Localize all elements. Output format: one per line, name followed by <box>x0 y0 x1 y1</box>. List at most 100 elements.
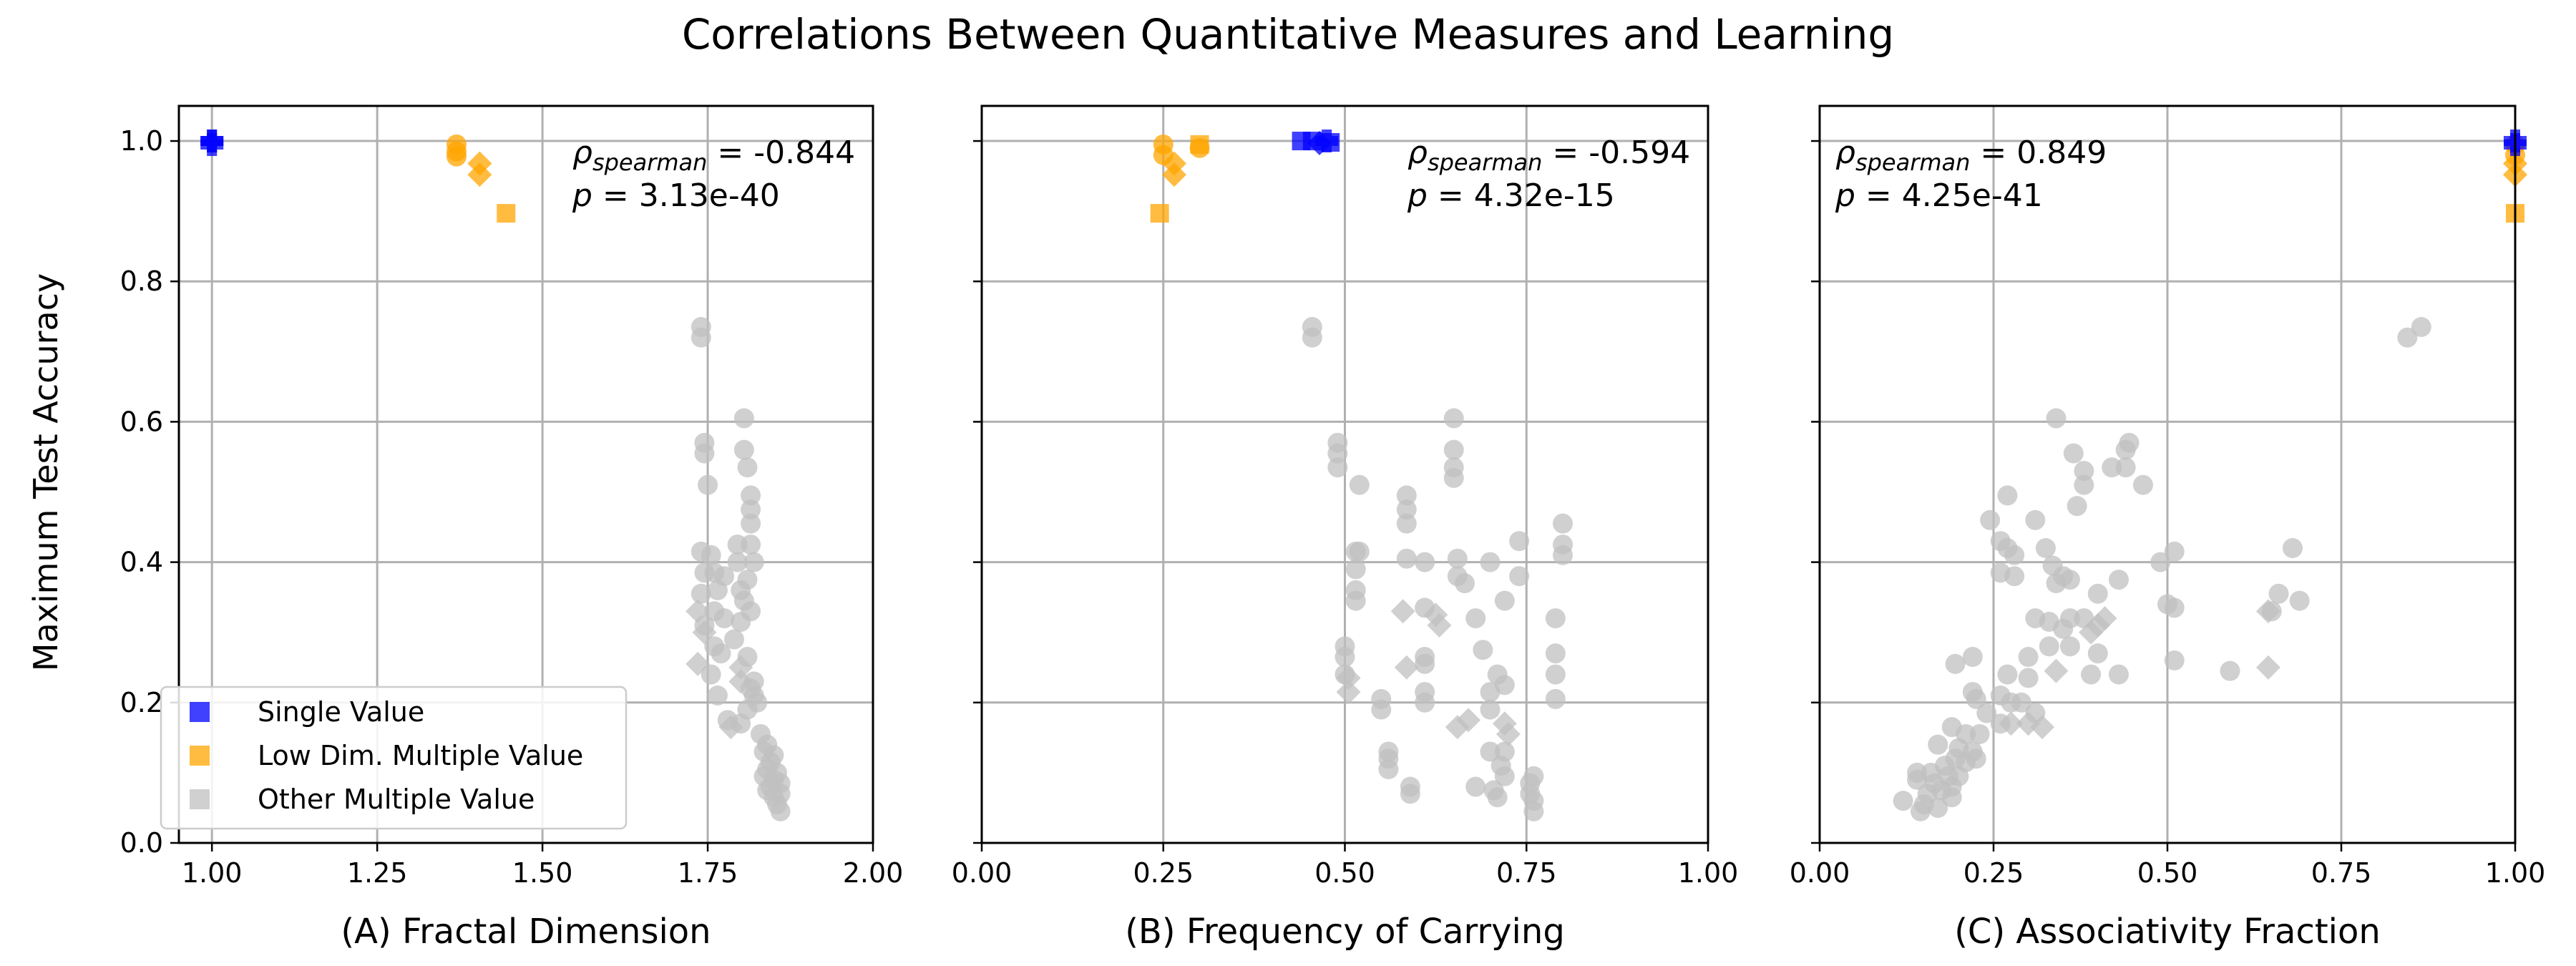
legend-item: Low Dim. Multiple Value <box>190 740 583 771</box>
x-axis-label: (C) Associativity Fraction <box>1954 912 2381 952</box>
data-point <box>2164 541 2185 562</box>
data-point <box>724 629 744 650</box>
data-point <box>2044 658 2069 683</box>
x-tick-label: 0.00 <box>952 857 1013 889</box>
axes-frame <box>1818 104 2517 844</box>
data-point <box>2115 457 2136 478</box>
data-point <box>1321 133 1340 152</box>
axes-frame <box>177 104 874 844</box>
data-point <box>447 146 467 167</box>
data-point <box>1189 137 1210 158</box>
data-point <box>1545 664 1566 685</box>
data-point <box>2220 660 2240 681</box>
data-point <box>1980 509 2001 530</box>
data-point <box>1480 552 1501 572</box>
axes-frame <box>980 104 1709 844</box>
data-point <box>1415 682 1435 703</box>
data-point <box>2397 327 2418 348</box>
x-tick-label: 2.00 <box>843 857 904 889</box>
data-point <box>2411 317 2431 337</box>
data-point <box>2074 474 2094 495</box>
legend-item: Single Value <box>190 696 424 728</box>
data-point <box>731 713 751 734</box>
x-tick-label: 1.00 <box>182 857 243 889</box>
legend-swatch <box>190 702 210 722</box>
legend-label: Other Multiple Value <box>258 784 535 815</box>
y-tick-label: 1.0 <box>120 125 163 157</box>
data-point <box>1496 721 1521 746</box>
data-point <box>1523 801 1544 821</box>
data-point <box>741 499 761 520</box>
data-point <box>694 443 715 464</box>
legend-label: Low Dim. Multiple Value <box>258 740 583 771</box>
data-point <box>1928 797 1948 818</box>
data-point <box>1427 613 1452 638</box>
data-point <box>1999 711 2024 736</box>
data-point <box>1928 734 1948 755</box>
p-value: p = 4.32e-15 <box>1407 177 1615 214</box>
data-point <box>1480 741 1501 762</box>
data-point <box>727 535 748 555</box>
data-point <box>2053 618 2074 639</box>
data-point <box>2035 538 2056 558</box>
data-point <box>1941 787 1962 808</box>
panels: 1.00 1.25 1.50 1.75 2.00 0.0 0.2 0.4 0.6 0.8 1.0 (A… <box>120 104 2545 952</box>
data-point <box>1962 647 1983 668</box>
data-point <box>743 552 764 572</box>
x-tick-label: 0.50 <box>1314 857 1375 889</box>
data-point <box>1396 485 1417 506</box>
data-point <box>1997 485 2018 506</box>
data-point <box>2108 664 2129 685</box>
legend-item: Other Multiple Value <box>190 784 535 815</box>
x-axis-label: (B) Frequency of Carrying <box>1125 912 1565 952</box>
data-point <box>1966 688 1986 709</box>
data-point <box>701 664 721 685</box>
data-point <box>2039 636 2059 657</box>
legend-swatch <box>190 746 210 766</box>
data-point <box>1378 759 1399 779</box>
data-point <box>743 671 764 692</box>
data-point <box>1910 801 1931 821</box>
x-tick-label: 1.00 <box>1678 857 1739 889</box>
data-point <box>1454 573 1475 594</box>
data-point <box>2115 439 2136 460</box>
data-point <box>2087 643 2108 664</box>
legend: Single Value Low Dim. Multiple Value Other… <box>160 686 628 830</box>
x-tick-label: 1.25 <box>347 857 408 889</box>
p-value: p = 4.25e-41 <box>1835 177 2043 214</box>
y-tick-label: 0.4 <box>120 547 163 578</box>
data-point <box>2046 408 2067 429</box>
spearman-rho: ρspearman = 0.849 <box>1835 135 2107 176</box>
data-point <box>1907 769 1928 790</box>
data-point <box>2030 715 2055 740</box>
y-tick-label: 0.8 <box>120 265 163 297</box>
x-tick-label: 0.25 <box>1963 857 2024 889</box>
data-point <box>741 513 761 534</box>
data-point <box>2018 668 2039 688</box>
y-axis-label: Maximum Test Accuracy <box>26 273 65 672</box>
data-point <box>497 204 516 223</box>
x-axis-label: (A) Fractal Dimension <box>341 912 711 952</box>
data-point <box>1345 590 1366 611</box>
data-point <box>2268 583 2289 604</box>
panel-B: 0.00 0.25 0.50 0.75 1.00 (B) Frequency of Car… <box>952 104 1739 952</box>
data-point <box>1371 699 1392 720</box>
data-point <box>1349 474 1370 495</box>
data-point <box>727 552 748 572</box>
data-point <box>1161 162 1186 187</box>
data-point <box>1545 608 1566 629</box>
data-point <box>1480 682 1501 703</box>
data-point <box>1473 640 1493 660</box>
y-tick-label: 0.6 <box>120 406 163 437</box>
data-point <box>1966 748 1986 769</box>
data-point <box>2164 650 2185 670</box>
legend-label: Single Value <box>258 696 424 728</box>
data-point <box>2108 570 2129 590</box>
data-point <box>2046 573 2067 594</box>
data-point <box>1335 647 1355 668</box>
data-point <box>711 643 731 664</box>
data-point <box>1545 643 1566 664</box>
legend-swatch <box>190 789 210 809</box>
data-point <box>2004 545 2025 565</box>
data-point <box>2087 583 2108 604</box>
